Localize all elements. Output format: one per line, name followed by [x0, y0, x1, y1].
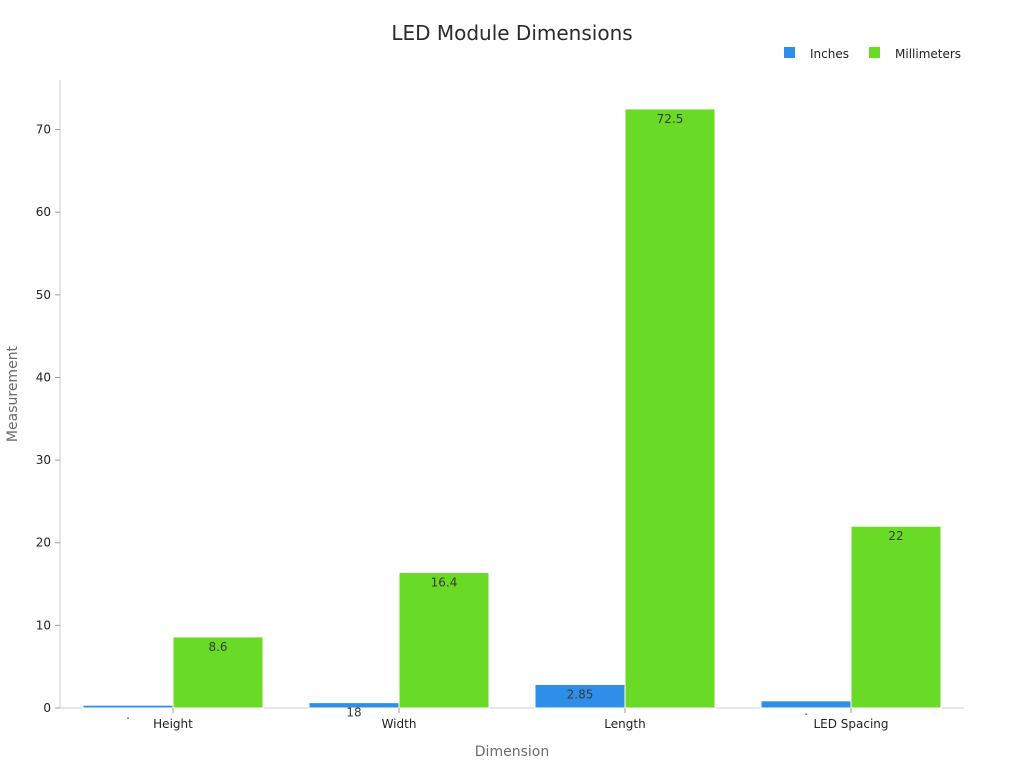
bar-millimeters-width: [398, 571, 490, 709]
y-tick-label: 70: [36, 123, 51, 137]
y-tick-label: 0: [43, 701, 51, 715]
x-tick-label: Length: [604, 717, 645, 731]
legend-label-millimeters: Millimeters: [895, 47, 961, 61]
x-tick-label: LED Spacing: [813, 717, 888, 731]
y-tick-label: 60: [36, 205, 51, 219]
legend: Inches Millimeters: [784, 47, 961, 61]
x-axis-title: Dimension: [475, 744, 549, 760]
x-axis-ticks: Height Width Length LED Spacing: [153, 708, 889, 731]
legend-swatch-millimeters: [869, 47, 880, 58]
legend-label-inches: Inches: [810, 47, 849, 61]
y-axis-title: Measurement: [5, 345, 21, 442]
bar-millimeters-height: [172, 636, 264, 709]
data-label: 22: [888, 529, 903, 543]
legend-swatch-inches: [784, 47, 795, 58]
chart-title: LED Module Dimensions: [391, 21, 632, 45]
data-label: 72.5: [657, 112, 684, 126]
bars: . 8.6 18 16.4 2.85 72.5. 22: [82, 108, 942, 722]
data-label: .: [126, 708, 130, 722]
data-label: 18: [346, 706, 361, 720]
bar-millimeters-led-spacing: [850, 525, 942, 709]
y-tick-label: 50: [36, 288, 51, 302]
bar-millimeters-length: [624, 108, 716, 709]
data-label: 16.4: [431, 575, 458, 589]
data-label: .: [804, 704, 808, 718]
y-tick-label: 30: [36, 453, 51, 467]
y-axis-ticks: 0 10 20 30 40 50 60 70: [36, 123, 60, 715]
x-tick-label: Width: [382, 717, 417, 731]
data-label: 2.85: [567, 687, 594, 701]
y-tick-label: 20: [36, 536, 51, 550]
x-tick-label: Height: [153, 717, 193, 731]
y-tick-label: 40: [36, 370, 51, 384]
data-label: 8.6: [208, 640, 227, 654]
y-tick-label: 10: [36, 618, 51, 632]
